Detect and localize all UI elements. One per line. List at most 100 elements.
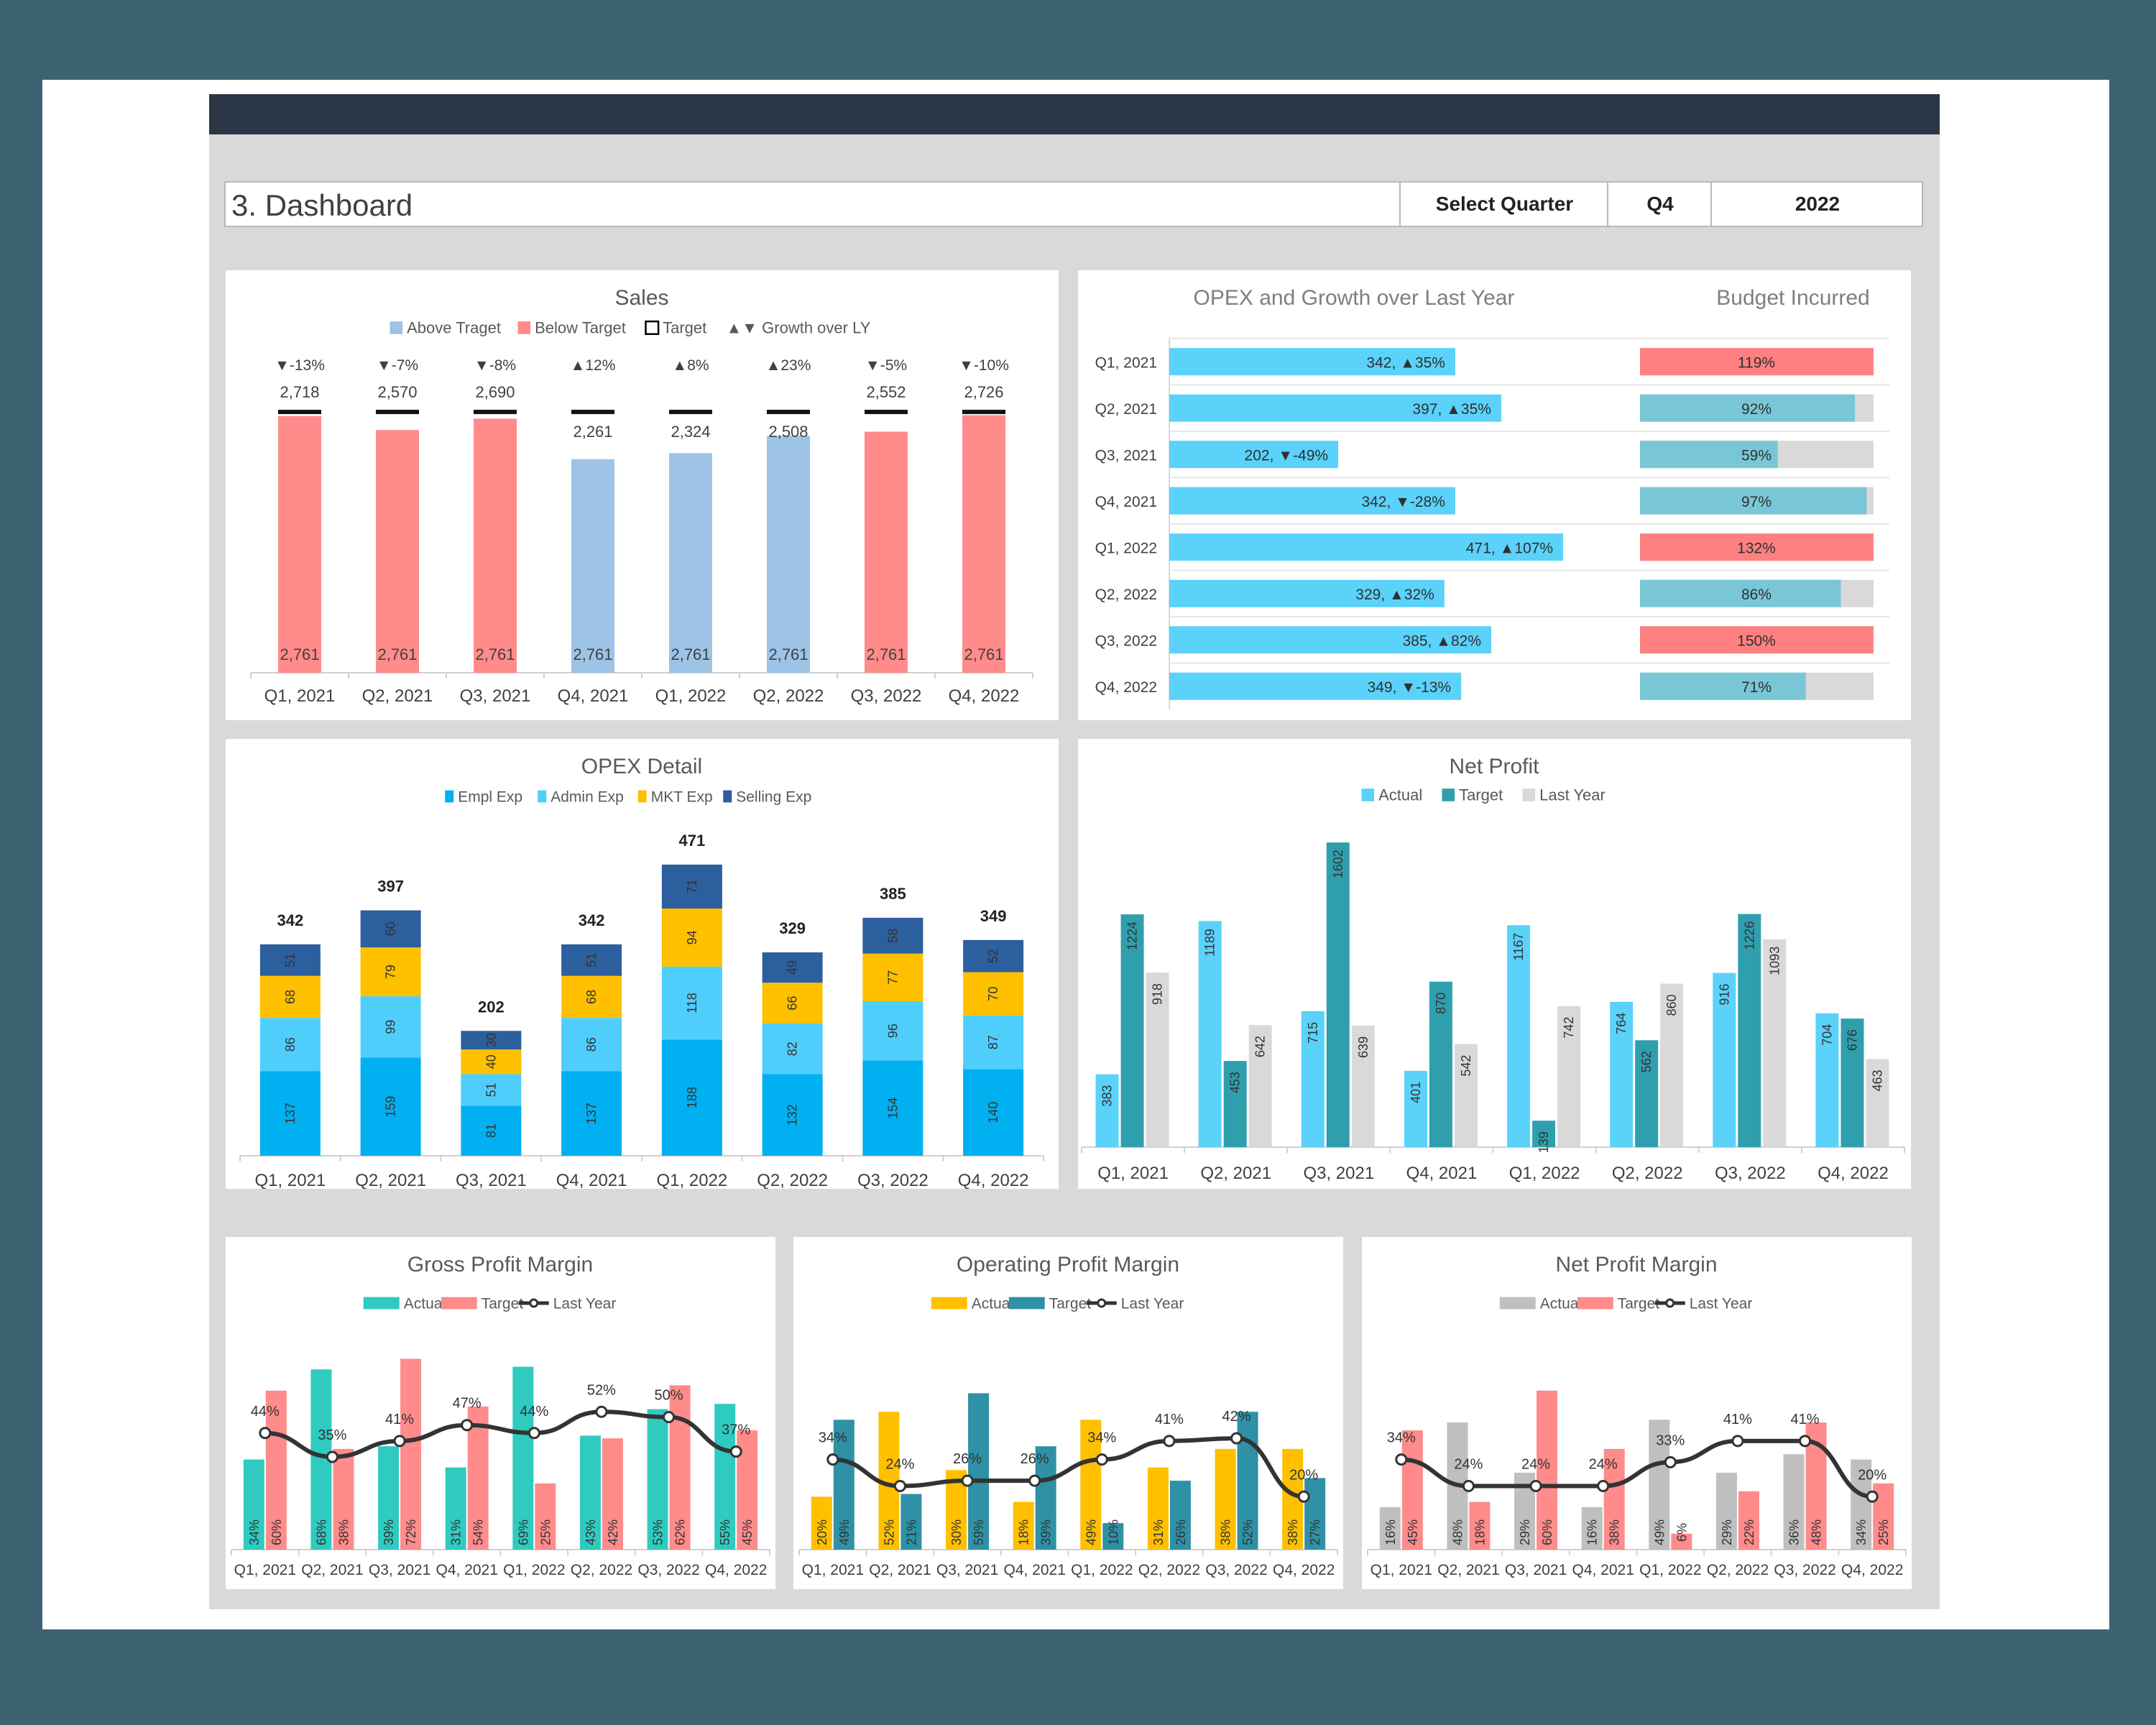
margin-bar-label: 62% bbox=[673, 1519, 688, 1545]
margin-bar-actual bbox=[445, 1467, 466, 1550]
margin-bar-label: 52% bbox=[1241, 1519, 1256, 1545]
x-tick-label: Q4, 2021 bbox=[1003, 1562, 1065, 1578]
net-profit-bar-last-year bbox=[1763, 939, 1787, 1147]
opex-segment-label: 82 bbox=[786, 1041, 800, 1056]
margin-bar-target bbox=[400, 1358, 422, 1550]
margin-bar-actual bbox=[1715, 1473, 1737, 1550]
margin-bar-label: 38% bbox=[1219, 1519, 1233, 1545]
sales-value-label: 2,324 bbox=[671, 423, 710, 441]
legend-label: Admin Exp bbox=[550, 788, 624, 805]
sales-value-label: 2,552 bbox=[866, 383, 906, 401]
opex-segment-label: 51 bbox=[584, 953, 599, 967]
opex-total-label: 342 bbox=[277, 911, 304, 929]
last-year-point bbox=[826, 1453, 839, 1466]
x-tick-label: Q4, 2021 bbox=[558, 686, 629, 706]
opex-segment-label: 68 bbox=[283, 990, 298, 1004]
top-banner bbox=[209, 94, 1940, 134]
sales-chart: Sales Above Traget Below Target Target ▲▼ Gr… bbox=[250, 286, 1033, 706]
opex-segment-label: 71 bbox=[685, 879, 699, 893]
budget-label: 150% bbox=[1737, 632, 1776, 649]
target-value-label: 2,761 bbox=[964, 645, 1003, 663]
year-select[interactable]: 2022 bbox=[1710, 183, 1923, 226]
chart-title: Net Profit Margin bbox=[1555, 1253, 1717, 1276]
last-year-label: 34% bbox=[1387, 1430, 1416, 1446]
net-profit-value-label: 1224 bbox=[1125, 921, 1140, 950]
opex-segment-label: 86 bbox=[584, 1037, 599, 1052]
opex-segment-mkt-exp bbox=[259, 975, 321, 1018]
quarter-select[interactable]: Q4 bbox=[1607, 183, 1712, 226]
margin-bar-actual bbox=[1080, 1420, 1102, 1550]
x-tick-label: Q2, 2022 bbox=[1138, 1562, 1200, 1578]
opex-segment-admin-exp bbox=[561, 1018, 622, 1072]
x-tick-label: Q3, 2021 bbox=[460, 686, 531, 706]
x-tick-label: Q1, 2021 bbox=[802, 1562, 864, 1578]
net-profit-bar-target bbox=[1429, 981, 1452, 1147]
net-profit-bar-last-year bbox=[1248, 1025, 1272, 1147]
opex-bar-label: 349, ▼-13% bbox=[1368, 679, 1452, 696]
margin-bar-label: 38% bbox=[1286, 1519, 1300, 1545]
opex-segment-empl-exp bbox=[862, 1060, 923, 1156]
opex-bar-label: 342, ▲35% bbox=[1366, 354, 1445, 371]
net-profit-value-label: 1602 bbox=[1331, 850, 1345, 878]
x-tick-label: Q2, 2021 bbox=[869, 1562, 931, 1578]
opex-segment-label: 86 bbox=[283, 1037, 298, 1052]
margin-bar-target bbox=[1537, 1390, 1558, 1550]
opex-segment-label: 60 bbox=[384, 921, 398, 936]
legend-label: Actual bbox=[1378, 786, 1422, 804]
last-year-point bbox=[461, 1419, 474, 1432]
x-tick-label: Q3, 2022 bbox=[1774, 1562, 1835, 1578]
net-profit-bar-target bbox=[1532, 1121, 1556, 1147]
margin-bar-actual bbox=[1649, 1420, 1670, 1550]
x-tick-label: Q3, 2022 bbox=[1205, 1562, 1267, 1578]
opex-segment-mkt-exp bbox=[963, 972, 1024, 1016]
last-year-label: 47% bbox=[453, 1396, 482, 1412]
y-tick-label: Q2, 2021 bbox=[1095, 401, 1157, 418]
opex-segment-label: 81 bbox=[484, 1123, 498, 1138]
x-tick-label: Q3, 2022 bbox=[857, 1171, 929, 1189]
legend-label: Above Traget bbox=[407, 319, 501, 337]
budget-bar bbox=[1640, 487, 1867, 515]
opex-segment-label: 68 bbox=[584, 990, 599, 1004]
margin-bar-label: 27% bbox=[1308, 1519, 1322, 1545]
last-year-point bbox=[1297, 1490, 1310, 1503]
opex-segment-selling-exp bbox=[461, 1031, 522, 1050]
margin-bar-label: 60% bbox=[270, 1519, 284, 1545]
sales-value-label: 2,690 bbox=[475, 383, 515, 401]
last-year-label: 42% bbox=[1222, 1409, 1251, 1425]
margin-bar-label: 36% bbox=[1787, 1519, 1802, 1545]
x-tick-label: Q4, 2021 bbox=[1572, 1562, 1634, 1578]
opex-segment-label: 154 bbox=[885, 1098, 900, 1119]
budget-bar bbox=[1640, 394, 1855, 422]
growth-label: ▲12% bbox=[571, 357, 616, 374]
x-tick-label: Q4, 2022 bbox=[705, 1562, 767, 1578]
margin-bar-label: 53% bbox=[651, 1519, 665, 1545]
opex-segment-admin-exp bbox=[461, 1074, 522, 1106]
net-profit-value-label: 463 bbox=[1870, 1070, 1884, 1091]
net-profit-value-label: 1167 bbox=[1511, 933, 1526, 961]
opex-bar-label: 329, ▲32% bbox=[1355, 586, 1434, 603]
margin-bar-label: 49% bbox=[1084, 1519, 1098, 1545]
net-profit-bar-last-year bbox=[1146, 972, 1169, 1147]
sheet: 3. Dashboard Select Quarter Q4 2022 Sale… bbox=[42, 80, 2109, 1629]
x-tick-label: Q1, 2022 bbox=[503, 1562, 565, 1578]
last-year-point bbox=[1163, 1435, 1176, 1448]
last-year-point bbox=[1095, 1453, 1108, 1466]
legend-swatch bbox=[1499, 1297, 1536, 1310]
x-tick-label: Q3, 2021 bbox=[369, 1562, 430, 1578]
net-profit-bar-target bbox=[1223, 1061, 1247, 1147]
opex-segment-label: 140 bbox=[986, 1102, 1000, 1123]
net-profit-bar-last-year bbox=[1454, 1044, 1478, 1147]
net-profit-bar-target bbox=[1635, 1040, 1659, 1147]
margin-bar-target bbox=[1401, 1430, 1423, 1550]
target-value-label: 2,761 bbox=[280, 645, 319, 663]
opex-bar bbox=[1169, 626, 1491, 654]
margin-bar-label: 31% bbox=[1151, 1519, 1166, 1545]
net-profit-value-label: 401 bbox=[1409, 1082, 1423, 1103]
legend-label: Last Year bbox=[1121, 1295, 1184, 1312]
margin-bar-label: 72% bbox=[404, 1519, 418, 1545]
opex-growth-panel: OPEX and Growth over Last Year Budget Inc… bbox=[1078, 270, 1911, 720]
opex-segment-label: 49 bbox=[786, 960, 800, 975]
net-profit-bar-actual bbox=[1507, 925, 1531, 1147]
net-profit-bar-actual bbox=[1713, 972, 1736, 1147]
last-year-point bbox=[1597, 1480, 1610, 1492]
